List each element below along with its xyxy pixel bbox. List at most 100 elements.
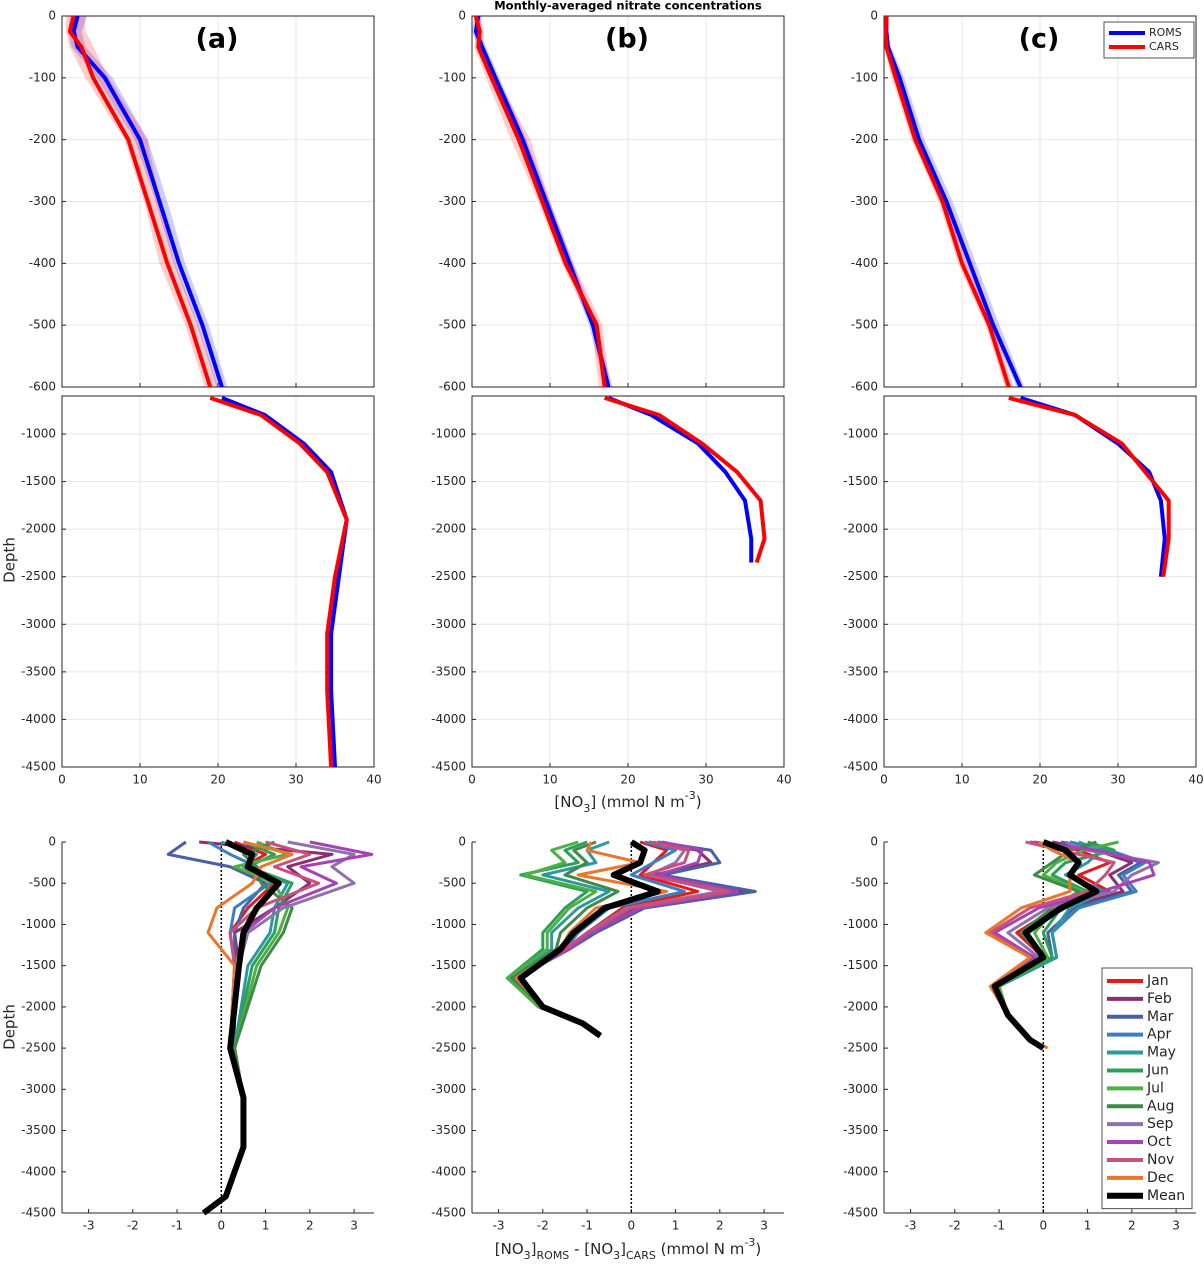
legend-box bbox=[1103, 21, 1195, 59]
x-tick-label: -1 bbox=[581, 1219, 593, 1233]
label-part: ] bbox=[620, 1240, 626, 1258]
y-tick-label: -3500 bbox=[431, 664, 466, 678]
data-line bbox=[473, 15, 607, 388]
y-tick-label: -4000 bbox=[431, 1164, 466, 1178]
y-tick-label: -3500 bbox=[21, 1123, 56, 1137]
y-tick-label: -3000 bbox=[431, 1082, 466, 1096]
panel-label: (b) bbox=[605, 24, 649, 55]
y-tick-label: 0 bbox=[458, 9, 466, 23]
legend-label: Aug bbox=[1147, 1098, 1174, 1114]
y-tick-label: -500 bbox=[439, 318, 466, 332]
y-tick-label: -500 bbox=[439, 876, 466, 890]
label-part: ] bbox=[531, 1240, 537, 1258]
legend-label: ROMS bbox=[1149, 26, 1182, 39]
x-tick-label: 0 bbox=[217, 1219, 225, 1233]
label-part: ) bbox=[755, 1240, 761, 1258]
y-tick-label: -4000 bbox=[21, 712, 56, 726]
y-tick-label: -3500 bbox=[21, 664, 56, 678]
data-line bbox=[202, 840, 290, 1215]
x-tick-label: 10 bbox=[132, 773, 147, 787]
legend-label: Dec bbox=[1147, 1170, 1174, 1186]
y-tick-label: -1000 bbox=[21, 917, 56, 931]
y-tick-label: -100 bbox=[851, 70, 878, 84]
y-tick-label: -2500 bbox=[21, 569, 56, 583]
label-part: [NO bbox=[554, 793, 583, 811]
y-tick-label: -100 bbox=[29, 70, 56, 84]
label-part: - [NO bbox=[569, 1240, 613, 1258]
y-tick-label: -4500 bbox=[843, 760, 878, 774]
y-tick-label: -300 bbox=[439, 194, 466, 208]
y-axis-label: Depth bbox=[1, 537, 19, 583]
y-tick-label: -4500 bbox=[431, 1206, 466, 1220]
y-tick-label: -600 bbox=[29, 380, 56, 394]
y-tick-label: -500 bbox=[851, 876, 878, 890]
axes-frame bbox=[883, 15, 1197, 388]
y-tick-label: -1000 bbox=[431, 427, 466, 441]
y-tick-label: -1000 bbox=[431, 917, 466, 931]
x-tick-label: 20 bbox=[620, 773, 635, 787]
y-tick-label: -3000 bbox=[21, 1082, 56, 1096]
y-tick-label: -4000 bbox=[21, 1164, 56, 1178]
label-part: [NO bbox=[495, 1240, 524, 1258]
label-part: ) bbox=[696, 793, 702, 811]
y-tick-label: -2000 bbox=[843, 999, 878, 1013]
x-tick-label: -2 bbox=[537, 1219, 549, 1233]
chart-title: Monthly-averaged nitrate concentrations bbox=[494, 0, 762, 13]
y-tick-label: -4500 bbox=[431, 760, 466, 774]
y-tick-label: -3500 bbox=[843, 1123, 878, 1137]
x-tick-label: 30 bbox=[1110, 773, 1125, 787]
x-tick-label: 0 bbox=[1039, 1219, 1047, 1233]
label-part: ROMS bbox=[537, 1249, 570, 1262]
x-tick-label: -3 bbox=[83, 1219, 95, 1233]
y-tick-label: -400 bbox=[29, 256, 56, 270]
x-tick-label: 2 bbox=[1128, 1219, 1136, 1233]
axes-frame bbox=[883, 395, 1197, 768]
label-part: -3 bbox=[685, 789, 696, 802]
x-tick-label: 0 bbox=[58, 773, 66, 787]
y-tick-label: -2500 bbox=[431, 1041, 466, 1055]
y-tick-label: -100 bbox=[439, 70, 466, 84]
y-tick-label: -2500 bbox=[431, 569, 466, 583]
x-tick-label: 2 bbox=[716, 1219, 724, 1233]
x-tick-label: -2 bbox=[949, 1219, 961, 1233]
y-tick-label: -2000 bbox=[21, 522, 56, 536]
range-band bbox=[884, 16, 1014, 387]
y-tick-label: 0 bbox=[48, 9, 56, 23]
x-tick-label: 10 bbox=[954, 773, 969, 787]
label-part: 3 bbox=[524, 1249, 531, 1262]
y-tick-label: -400 bbox=[851, 256, 878, 270]
y-tick-label: -400 bbox=[439, 256, 466, 270]
y-tick-label: -3500 bbox=[843, 664, 878, 678]
y-tick-label: -200 bbox=[29, 132, 56, 146]
y-tick-label: -1500 bbox=[21, 474, 56, 488]
x-tick-label: 20 bbox=[210, 773, 225, 787]
y-tick-label: -500 bbox=[851, 318, 878, 332]
y-tick-label: -3000 bbox=[431, 617, 466, 631]
y-tick-label: 0 bbox=[48, 835, 56, 849]
x-tick-label: -1 bbox=[993, 1219, 1005, 1233]
y-tick-label: -300 bbox=[851, 194, 878, 208]
y-axis-label: Depth bbox=[1, 1004, 19, 1050]
y-tick-label: -3000 bbox=[21, 617, 56, 631]
axes-frame bbox=[471, 395, 785, 768]
y-tick-label: -600 bbox=[439, 380, 466, 394]
label-part: CARS bbox=[626, 1249, 656, 1262]
x-tick-label: 0 bbox=[468, 773, 476, 787]
y-tick-label: -2000 bbox=[431, 522, 466, 536]
y-tick-label: -1000 bbox=[21, 427, 56, 441]
y-tick-label: -2000 bbox=[843, 522, 878, 536]
x-tick-label: 0 bbox=[627, 1219, 635, 1233]
y-tick-label: -3000 bbox=[843, 617, 878, 631]
y-tick-label: -300 bbox=[29, 194, 56, 208]
legend-label: Sep bbox=[1147, 1116, 1174, 1132]
y-tick-label: -2000 bbox=[21, 999, 56, 1013]
x-tick-label: 1 bbox=[672, 1219, 680, 1233]
y-tick-label: -4500 bbox=[21, 760, 56, 774]
y-tick-label: -4000 bbox=[843, 1164, 878, 1178]
legend-label: Jul bbox=[1146, 1080, 1164, 1096]
x-tick-label: 3 bbox=[760, 1219, 768, 1233]
x-tick-label: 30 bbox=[288, 773, 303, 787]
y-tick-label: -1000 bbox=[843, 917, 878, 931]
x-tick-label: 1 bbox=[1084, 1219, 1092, 1233]
